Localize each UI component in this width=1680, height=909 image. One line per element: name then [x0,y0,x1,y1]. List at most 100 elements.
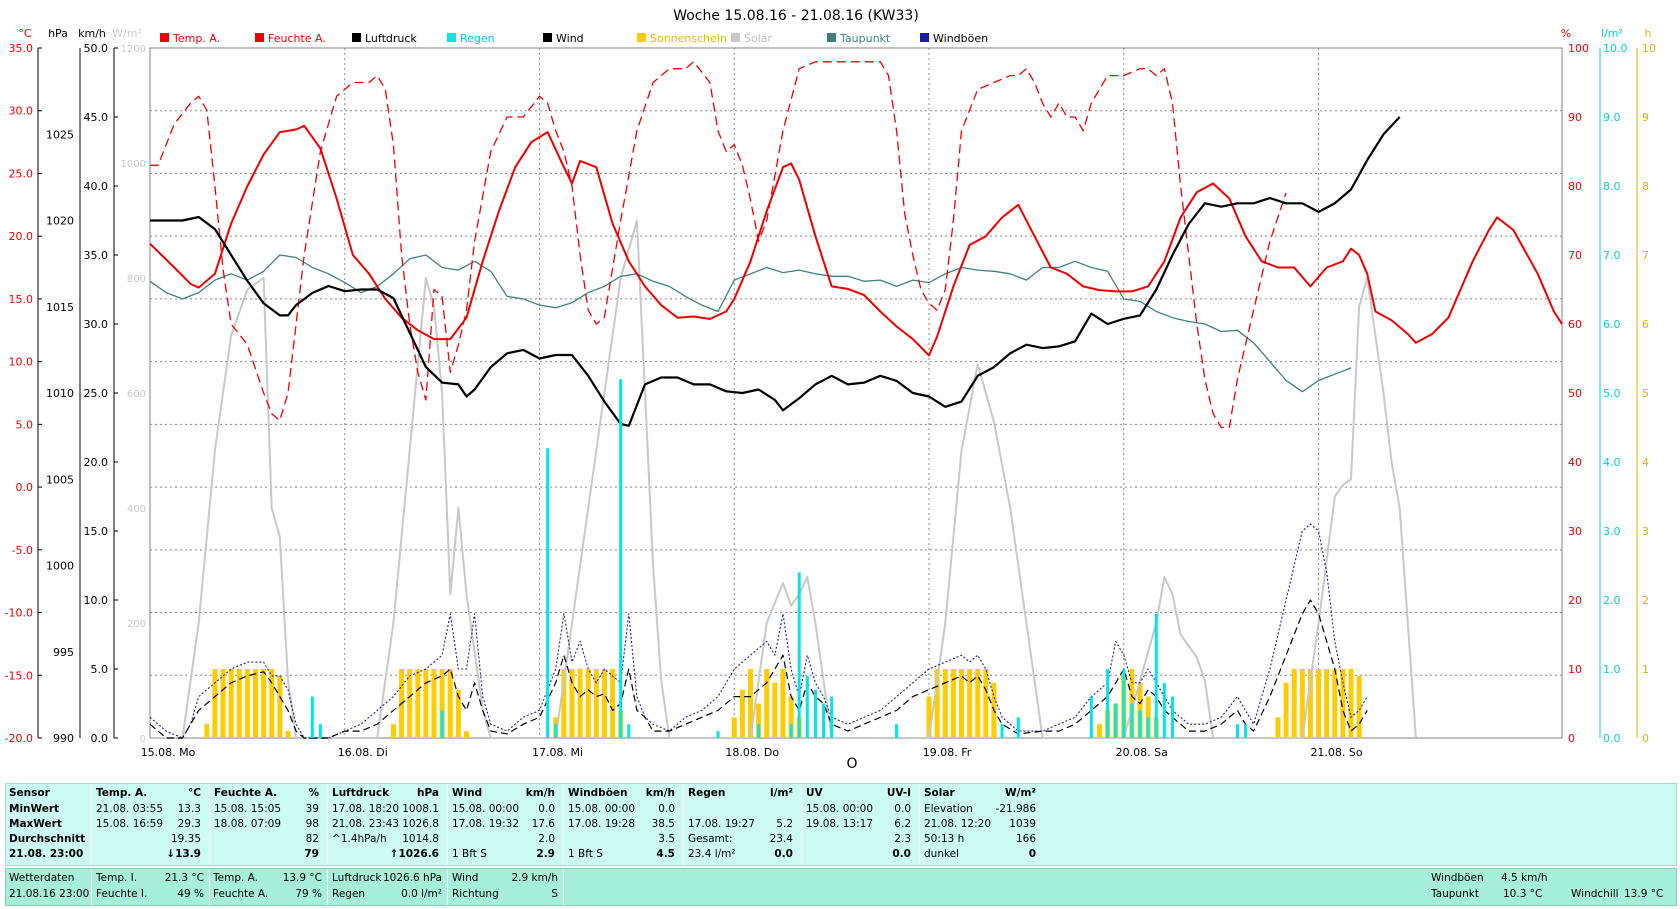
axis-wm2-tick: 600 [127,389,146,400]
rain-bar [895,724,899,738]
sun-bar [244,669,250,738]
series-wind [149,599,1368,739]
stats-cell-label: dunkel [924,848,960,860]
axis-h-tick: 7 [1642,249,1649,262]
weather-chart: Woche 15.08.16 - 21.08.16 (KW33) Temp. A… [5,8,1656,772]
legend-swatch [731,33,740,42]
series-luftdruck [150,116,1401,427]
axis-hpa-tick: 1020 [46,215,74,228]
chart-legend: Temp. A. Feuchte A. Luftdruck Regen Wind Sonn… [160,32,988,45]
axis-kmh-tick: 45.0 [84,111,109,124]
stats-col-unit: l/m² [770,787,793,799]
stats-cell-label: 15.08. 16:59 [96,818,163,830]
sun-bar [731,717,737,738]
stats-col-header: Windböen [568,787,628,799]
rain-bar [716,731,720,738]
axis-lm2-tick: 6.0 [1603,318,1621,331]
axis-pct-tick: 70 [1568,249,1582,262]
day-labels: 15.08. Mo 16.08. Di 17.08. Mi 18.08. Do 19.0… [141,746,1363,759]
rain-bar [1130,703,1134,738]
rain-bar [1016,717,1020,738]
legend-swatch [255,33,264,42]
axis-kmh-tick: 5.0 [91,663,109,676]
rain-bar [1106,669,1110,738]
stats-cell-value: 2.3 [894,833,911,845]
stats-cell-value: 38.5 [651,818,675,830]
status-feuchte-i: 49 % [177,888,204,900]
sun-bar [228,669,234,738]
sun-bar [950,669,956,738]
status-regen-label: Regen [332,888,366,900]
status-windboeen-label: Windböen [1431,872,1484,884]
status-datetime: 21.08.16 23:00 [9,888,90,900]
axis-lm2-tick: 5.0 [1603,387,1621,400]
axis-temp-tick: 10.0 [9,356,34,369]
sun-bar [1307,669,1313,738]
sun-bar [1324,669,1330,738]
axis-temp-tick: 5.0 [16,418,34,431]
day-label: 21.08. So [1310,746,1362,759]
axis-lm2-tick: 1.0 [1603,663,1621,676]
chart-title: Woche 15.08.16 - 21.08.16 (KW33) [673,8,919,24]
status-luftdruck: 1026.6 hPa [382,872,442,884]
axis-temp-tick: 15.0 [9,293,34,306]
status-temp-i: 21.3 °C [164,872,204,884]
plot-area [149,61,1563,739]
stats-cell-value: 166 [1015,833,1036,845]
axis-pct-tick: 90 [1568,111,1582,124]
plot-frame [149,47,1563,739]
axis-pct-tick: 80 [1568,180,1582,193]
stats-cell-value: 39 [305,803,319,815]
axis-h-tick: 10 [1642,42,1656,55]
legend-swatch [920,33,929,42]
rain-bar [1089,696,1093,738]
rain-bar [757,724,761,738]
stats-cell-value: 29.3 [177,818,201,830]
stats-row-label: MaxWert [9,818,62,830]
sun-bar [1356,675,1362,738]
stats-cell-label: 17.08. 19:32 [452,818,519,830]
stats-cell-label: 19.08. 13:17 [806,818,873,830]
sun-bar [1348,669,1354,738]
stats-cell-value: 1014.8 [402,833,439,845]
series-temp-a [149,124,1563,357]
series-taupunkt [149,254,1352,393]
sun-bar [934,669,940,738]
stats-cell-label: 18.08. 07:09 [214,818,281,830]
axis-hpa-tick: 1010 [46,387,74,400]
rain-bar [1154,613,1158,738]
axis-h-tick: 3 [1642,525,1649,538]
stats-column-divider [327,784,328,865]
stats-cell-label: 15.08. 15:05 [214,803,281,815]
axis-wm2-tick: 1200 [121,44,146,55]
stats-col-header: Luftdruck [332,787,390,799]
axis-wm2-tick: 200 [127,619,146,630]
sun-bar [593,669,599,738]
stats-col-unit: km/h [645,787,675,799]
stats-cell-label: 15.08. 00:00 [568,803,635,815]
rain-bar [440,710,444,738]
axis-lm2-tick: 0.0 [1603,732,1621,745]
rain-bar [1138,710,1142,738]
rain-bar [1235,724,1239,738]
axis-pct-tick: 30 [1568,525,1582,538]
unit-kmh: km/h [78,27,106,40]
legend-swatch [827,33,836,42]
stats-cell-label: 21.08. 03:55 [96,803,163,815]
status-luftdruck-label: Luftdruck [332,872,382,884]
rain-bar [1162,682,1166,738]
stats-row-label: Durchschnitt [9,833,86,845]
sun-bar [748,669,754,738]
axis-kmh-tick: 0.0 [91,732,109,745]
wind-direction-marker: O [846,756,857,772]
stats-cell-value: 79 [304,848,319,860]
sun-bar [220,669,226,738]
sun-bar [1291,669,1297,738]
status-richtung-label: Richtung [452,888,499,900]
rain-bar [813,689,817,738]
rain-bar [830,696,834,738]
sun-bar [967,669,973,738]
sun-bar [1096,724,1102,738]
stats-column-divider [801,784,802,865]
stats-row-label: Sensor [9,787,50,799]
